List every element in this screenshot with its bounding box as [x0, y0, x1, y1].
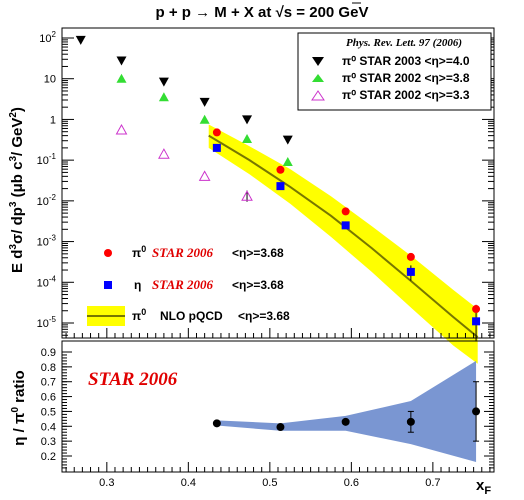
y-tick-label: 10-5: [37, 315, 57, 330]
legend-label-star2002-33: π⁰ STAR 2002 <η>=3.3: [342, 88, 470, 102]
data-point-square: [472, 317, 481, 326]
legend-citation: Phys. Rev. Lett. 97 (2006): [346, 37, 462, 49]
x-tick-label: 0.7: [425, 477, 440, 489]
ratio-y-tick-label: 0.4: [41, 421, 56, 433]
ratio-band-layer: [216, 360, 477, 462]
data-point-square: [406, 267, 415, 276]
data-point-circle: [276, 165, 285, 174]
data-point-triangle-down: [199, 97, 210, 107]
ratio-y-tick-label: 0.3: [41, 436, 56, 448]
data-point-circle: [406, 252, 415, 261]
data-point-triangle-down: [242, 115, 253, 125]
data-point-triangle-down: [75, 35, 86, 45]
y-tick-label: 1: [50, 114, 56, 126]
chart-title: p + p → M + X at √s = 200 GeV: [156, 4, 369, 21]
data-point-circle: [341, 207, 350, 216]
data-point-triangle-up-open: [241, 190, 253, 201]
y-axis-label-bottom: η / π0 ratio: [10, 370, 28, 445]
nlo-band-layer: [208, 124, 479, 364]
x-tick-label: 0.4: [181, 477, 196, 489]
data-point-triangle-up: [282, 157, 293, 167]
y-tick-label: 10: [44, 74, 56, 86]
ratio-data-point: [406, 417, 415, 426]
ratio-data-point: [472, 407, 481, 416]
x-axis-label: xF: [476, 477, 491, 497]
legend-eta-eta: <η>=3.68: [232, 278, 284, 292]
ratio-band: [216, 360, 477, 462]
data-point-triangle-up: [116, 73, 127, 83]
data-point-circle: [472, 305, 481, 314]
data-point-triangle-up-open: [115, 123, 128, 135]
data-point-triangle-up-open: [158, 148, 170, 159]
x-tick-label: 0.6: [344, 477, 359, 489]
legend-marker-star2003: [312, 57, 324, 66]
legend-marker-eta: [104, 281, 112, 289]
legend-label-nlo: π0: [132, 307, 146, 323]
y-tick-label: 10-3: [37, 234, 57, 249]
y-axis-label-top: E d3σ/ dp3 (μb c3/ GeV2): [8, 107, 26, 273]
ratio-data-point: [276, 423, 285, 432]
nlo-band: [208, 124, 478, 364]
top-points-layer: [75, 35, 481, 342]
legend-bottom: π0 STAR 2006 <η>=3.68 η STAR 2006 <η>=3.…: [87, 244, 290, 326]
ratio-data-point: [341, 417, 350, 426]
legend-marker-star2002-38: [312, 74, 324, 82]
data-point-circle: [212, 128, 221, 137]
data-point-triangle-up: [199, 114, 210, 124]
data-point-triangle-up: [158, 92, 169, 102]
x-tick-label: 0.3: [99, 477, 114, 489]
top-axes-layer: 102 10 1 10-1 10-2 10-3 10-4 10-5: [37, 27, 495, 339]
data-point-square: [341, 221, 350, 230]
legend-eta-pi0: <η>=3.68: [232, 246, 284, 260]
legend-top-frame: [297, 32, 492, 111]
ratio-axes-layer: 0.2 0.3 0.4 0.5 0.6 0.7 0.8 0.9 0.3 0.4 0.5 0.6 0.7: [41, 340, 495, 489]
data-point-triangle-down: [282, 135, 293, 145]
data-point-triangle-up-open: [198, 170, 211, 181]
ratio-y-tick-label: 0.7: [41, 377, 56, 389]
ratio-points-layer: [212, 381, 481, 442]
x-tick-label: 0.5: [262, 477, 277, 489]
data-point-square: [212, 143, 221, 152]
legend-star2006-eta: STAR 2006: [152, 277, 214, 292]
legend-marker-star2002-33: [311, 90, 325, 101]
legend-star2006-pi0: STAR 2006: [152, 245, 214, 260]
nlo-central-line: [208, 134, 479, 338]
legend-label-eta: η: [134, 278, 141, 292]
data-point-triangle-down: [116, 56, 127, 66]
y-tick-label: 102: [39, 30, 56, 45]
legend-label-star2002-38: π⁰ STAR 2002 <η>=3.8: [342, 71, 470, 85]
legend-nlo-desc: NLO pQCD: [160, 309, 223, 323]
legend-label-pi0: π0: [132, 244, 146, 260]
ratio-data-point: [212, 419, 221, 428]
legend-eta-nlo: <η>=3.68: [238, 309, 290, 323]
data-point-triangle-down: [158, 77, 169, 87]
legend-label-star2003: π⁰ STAR 2003 <η>=4.0: [342, 54, 470, 68]
ratio-y-tick-label: 0.9: [41, 347, 56, 359]
ratio-y-tick-label: 0.5: [41, 406, 56, 418]
ratio-y-tick-label: 0.2: [41, 451, 56, 463]
data-point-triangle-up: [242, 134, 253, 144]
ratio-annotation: STAR 2006: [88, 369, 178, 390]
legend-marker-pi0: [104, 249, 112, 257]
y-tick-label: 10-2: [37, 193, 57, 208]
y-tick-label: 10-1: [37, 152, 57, 167]
legend-top: Phys. Rev. Lett. 97 (2006) π⁰ STAR 2003 …: [297, 32, 492, 111]
ratio-y-tick-label: 0.8: [41, 362, 56, 374]
y-tick-label: 10-4: [37, 274, 57, 289]
data-point-square: [276, 182, 285, 191]
ratio-y-tick-label: 0.6: [41, 392, 56, 404]
